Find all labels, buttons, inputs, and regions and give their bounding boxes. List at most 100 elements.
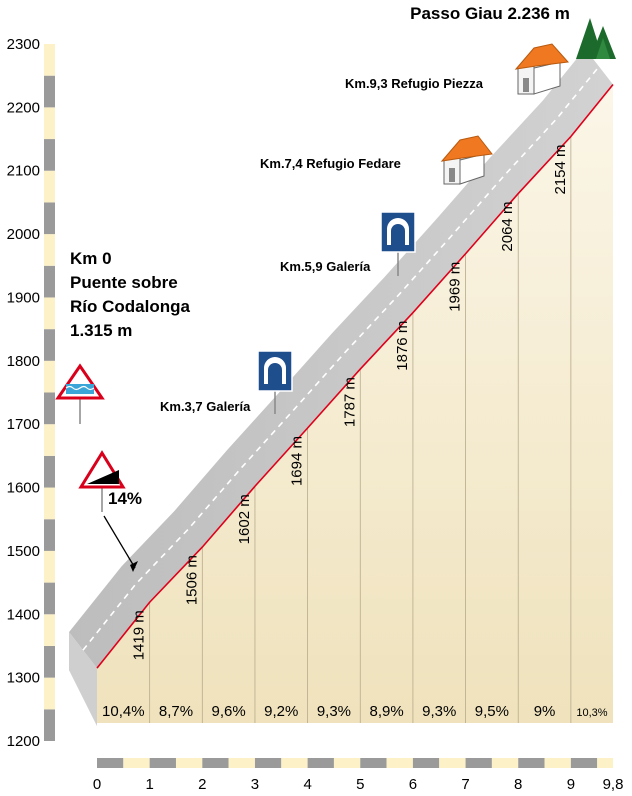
x-axis-segment [597, 758, 613, 768]
x-tick-label: 7 [461, 776, 469, 793]
x-tick-label: 9,8 [603, 776, 624, 793]
elevation-label: 1694 m [289, 436, 306, 486]
y-tick-label: 2000 [7, 226, 40, 243]
y-axis-segment [44, 75, 55, 108]
x-axis-segment [149, 758, 176, 768]
gradient-pointer-arrow [103, 515, 136, 569]
y-axis-segment [44, 202, 55, 235]
y-axis-segment [44, 550, 55, 583]
gradient-label: 9,5% [475, 703, 509, 720]
x-axis-segment [123, 758, 150, 768]
y-tick-label: 2100 [7, 163, 40, 180]
y-axis-segment [44, 170, 55, 203]
x-axis-segment [228, 758, 255, 768]
waypoint-label-hut-2: Km.9,3 Refugio Piezza [345, 76, 484, 91]
x-axis-bar [97, 758, 613, 768]
y-axis-segment [44, 519, 55, 551]
y-axis-segment [44, 424, 55, 456]
elevation-labels: 1419 m 1506 m 1602 m 1694 m 1787 m 1876 m 1969… [131, 145, 569, 661]
y-axis-segment [44, 645, 55, 678]
road-band [69, 48, 613, 669]
y-axis-segment [44, 44, 55, 76]
y-axis-segment [44, 107, 55, 140]
y-axis-segment [44, 139, 55, 171]
y-tick-label: 1900 [7, 289, 40, 306]
hut-icon [440, 135, 493, 185]
x-tick-label: 1 [145, 776, 153, 793]
hut-icon [514, 43, 570, 95]
gradient-label: 9% [534, 703, 556, 720]
x-tick-label: 4 [303, 776, 311, 793]
elevation-label: 1602 m [236, 494, 253, 544]
y-axis-segment [44, 234, 55, 266]
gradient-label: 8,7% [159, 703, 193, 720]
start-info: Km 0 Puente sobre Río Codalonga 1.315 m [70, 249, 190, 340]
y-tick-label: 1200 [7, 733, 40, 750]
waypoint-label-hut-1: Km.7,4 Refugio Fedare [260, 156, 401, 171]
profile-line [96, 84, 614, 669]
x-axis-segment [518, 758, 545, 768]
elevation-label: 1876 m [394, 321, 411, 371]
x-tick-label: 0 [93, 776, 101, 793]
y-tick-label: 1500 [7, 543, 40, 560]
y-axis-segment [44, 392, 55, 425]
start-line-3: Río Codalonga [70, 297, 190, 316]
y-axis-segment [44, 329, 55, 361]
start-line-1: Km 0 [70, 249, 112, 268]
max-gradient-sign: 14% [78, 450, 142, 572]
x-axis-segment [465, 758, 492, 768]
x-axis-segment [254, 758, 282, 768]
chart-title: Passo Giau 2.236 m [410, 4, 570, 23]
y-axis-segment [44, 582, 55, 615]
gradient-label: 10,3% [576, 707, 607, 719]
gradient-label: 9,2% [264, 703, 298, 720]
max-gradient-label: 14% [108, 489, 142, 508]
waypoint-label-tunnel-1: Km.3,7 Galería [160, 399, 251, 414]
water-warning-icon [55, 363, 105, 424]
y-axis-segment [44, 455, 55, 488]
y-tick-label: 1600 [7, 480, 40, 497]
x-axis-segment [544, 758, 571, 768]
x-axis-segment [175, 758, 203, 768]
y-axis-segment [44, 677, 55, 710]
y-axis-segment [44, 709, 55, 741]
x-axis-segment [333, 758, 361, 768]
y-tick-label: 1700 [7, 416, 40, 433]
y-axis-segment [44, 297, 55, 330]
gradient-label: 9,6% [212, 703, 246, 720]
waypoint-label-tunnel-2: Km.5,9 Galería [280, 259, 371, 274]
y-tick-label: 1400 [7, 606, 40, 623]
y-tick-label: 1800 [7, 353, 40, 370]
gradient-labels: 10,4% 8,7% 9,6% 9,2% 9,3% 8,9% 9,3% 9,5% 9% 10,3% [102, 703, 608, 720]
y-axis-tick-labels: 1200 1300 1400 1500 1600 1700 1800 1900 2000 2100… [7, 36, 40, 750]
gradient-label: 9,3% [422, 703, 456, 720]
elevation-label: 1506 m [183, 555, 200, 605]
x-tick-label: 6 [409, 776, 417, 793]
x-axis-segment [386, 758, 413, 768]
y-tick-label: 2200 [7, 99, 40, 116]
x-axis-segment [202, 758, 229, 768]
start-line-2: Puente sobre [70, 273, 178, 292]
x-tick-label: 5 [356, 776, 364, 793]
elevation-label: 2154 m [552, 145, 569, 195]
road-center-dashes [82, 66, 600, 651]
start-line-4: 1.315 m [70, 321, 132, 340]
x-axis-tick-labels: 0 1 2 3 4 5 6 7 8 9 9,8 [93, 776, 624, 793]
y-axis-segment [44, 265, 55, 298]
elevation-label: 1419 m [131, 610, 148, 660]
x-tick-label: 8 [514, 776, 522, 793]
x-axis-segment [570, 758, 598, 768]
gradient-label: 10,4% [102, 703, 145, 720]
y-tick-label: 1300 [7, 670, 40, 687]
x-axis-segment [97, 758, 124, 768]
y-axis-segment [44, 487, 55, 520]
x-tick-label: 2 [198, 776, 206, 793]
y-axis-bar [44, 44, 55, 741]
x-tick-label: 9 [567, 776, 575, 793]
x-axis-segment [281, 758, 308, 768]
y-axis-segment [44, 614, 55, 646]
gradient-label: 8,9% [369, 703, 403, 720]
gradient-label: 9,3% [317, 703, 351, 720]
x-axis-segment [439, 758, 466, 768]
